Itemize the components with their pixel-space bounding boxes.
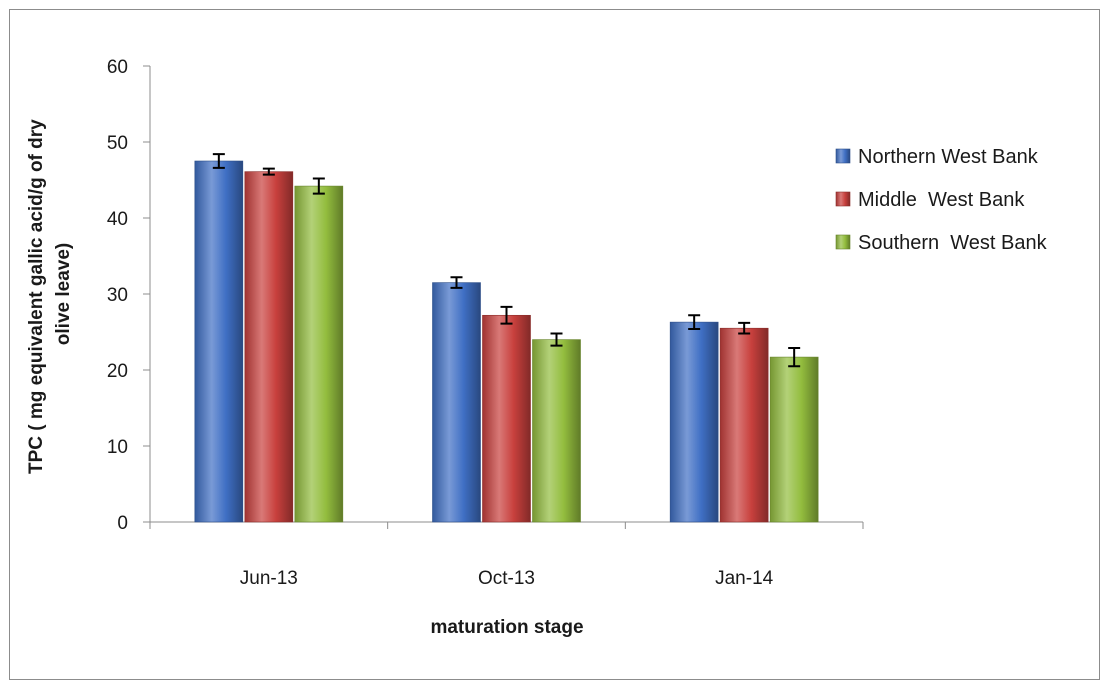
bar [432,282,481,523]
bar [719,327,769,523]
y-tick-label: 30 [107,285,128,306]
error-bar [688,314,701,330]
x-tick-label: Jan-14 [715,568,774,589]
error-bar [788,346,801,368]
bar [769,356,819,523]
x-tick-label: Oct-13 [478,568,535,589]
x-axis-title: maturation stage [430,617,583,638]
bar [194,160,244,523]
legend-swatch [835,191,851,207]
error-bar [212,153,225,169]
error-bar [500,305,513,325]
y-axis-title-line-2: olive leave) [53,243,74,345]
y-axis-title: TPC ( mg equivalent gallic acid/g of dry… [26,114,74,474]
bar [294,185,344,523]
legend-label: Southern West Bank [858,232,1048,254]
error-bar [312,177,325,195]
y-tick-label: 40 [107,209,128,230]
bar [669,321,719,523]
legend-label: Northern West Bank [858,146,1039,168]
error-bar [738,321,751,335]
bar [482,314,531,523]
legend-swatch [835,234,851,250]
x-tick-label: Jun-13 [240,568,298,589]
y-tick-label: 60 [107,57,128,78]
y-tick-label: 20 [107,361,128,382]
bar [532,339,581,523]
y-tick-label: 0 [117,513,128,534]
y-tick-label: 50 [107,133,128,154]
y-axis-title-line-1: TPC ( mg equivalent gallic acid/g of dry [26,119,47,474]
error-bar [262,167,275,176]
error-bar [450,276,463,289]
error-bar [550,332,563,347]
y-tick-label: 10 [107,437,128,458]
bar [244,171,294,523]
legend-swatch [835,148,851,164]
legend-label: Middle West Bank [858,189,1025,211]
